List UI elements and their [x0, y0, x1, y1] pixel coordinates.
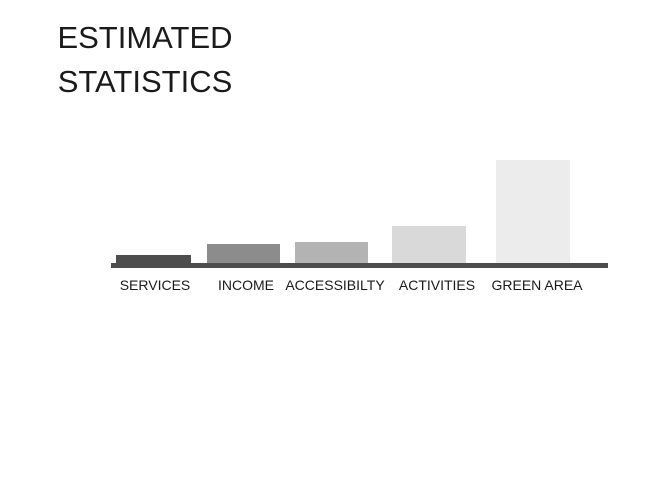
tick-label-activities: ACTIVITIES — [399, 277, 475, 293]
bar-accessibilty — [295, 242, 368, 264]
chart-title: ESTIMATED STATISTICS — [40, 16, 250, 104]
x-axis-line — [111, 263, 608, 268]
bar-activities — [392, 226, 466, 264]
tick-label-services: SERVICES — [120, 277, 191, 293]
bars-group — [116, 160, 570, 264]
bar-services — [116, 255, 191, 264]
tick-label-income: INCOME — [218, 277, 274, 293]
tick-label-green-area: GREEN AREA — [491, 277, 583, 293]
tick-labels-group: SERVICES INCOME ACCESSIBILTY ACTIVITIES GREE… — [120, 277, 583, 293]
title-line-2: STATISTICS — [57, 64, 233, 99]
bar-income — [207, 244, 280, 264]
bar-green-area — [496, 160, 570, 264]
tick-label-accessibilty: ACCESSIBILTY — [285, 277, 385, 293]
title-line-1: ESTIMATED — [57, 20, 233, 55]
